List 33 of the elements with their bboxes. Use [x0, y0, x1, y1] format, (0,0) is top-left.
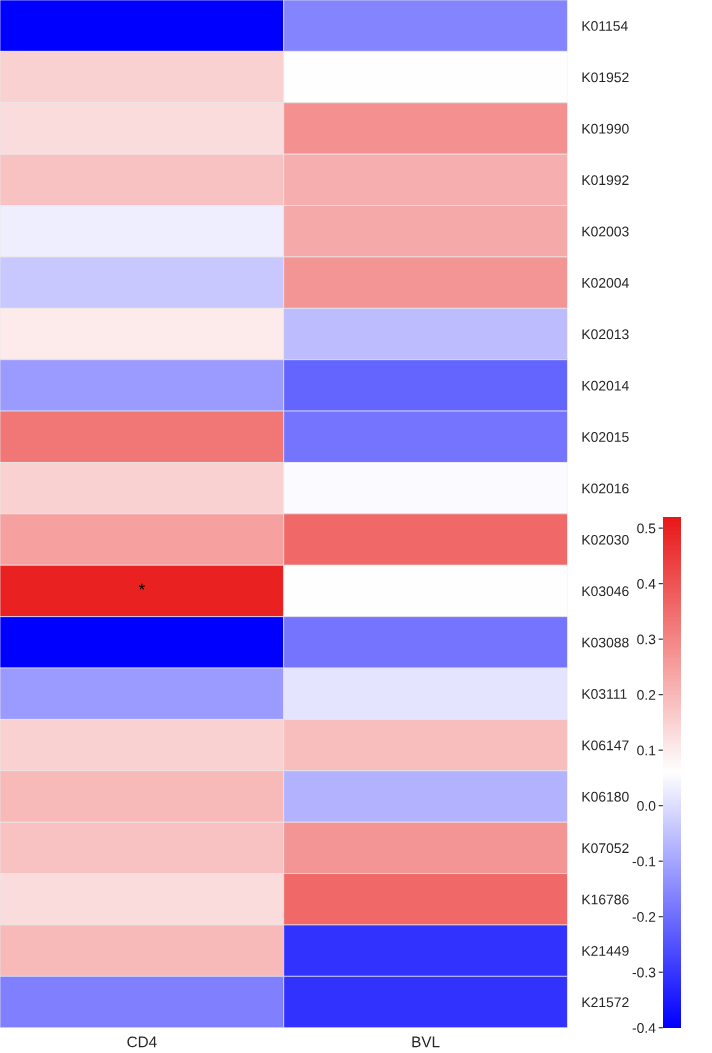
x-tick-label: CD4 — [127, 1036, 157, 1048]
y-tick-label: K07052 — [582, 843, 629, 854]
color-bar-label: 0.4 — [637, 578, 656, 589]
y-tick-label: K01990 — [582, 123, 629, 134]
y-tick-label: K01154 — [582, 21, 628, 31]
y-tick-label: K03088 — [582, 637, 629, 648]
y-tick-label: K21572 — [582, 997, 629, 1008]
y-tick-label: K06147 — [582, 740, 629, 751]
y-tick-label: K02015 — [582, 432, 629, 442]
y-tick-label: K16786 — [582, 894, 629, 905]
y-tick-label: K02014 — [582, 380, 629, 391]
y-tick-label: K02003 — [582, 226, 629, 237]
y-tick-label: K02013 — [582, 329, 629, 340]
y-tick-label: K02004 — [582, 277, 629, 288]
color-bar-label: 0.2 — [637, 689, 656, 700]
color-bar-label: 0.1 — [637, 745, 656, 756]
y-tick-label: K03111 — [582, 689, 627, 699]
color-bar-label: -0.2 — [632, 912, 656, 922]
y-tick-label: K02016 — [582, 483, 629, 494]
x-tick-label: BVL — [412, 1036, 440, 1048]
y-tick-label: K03046 — [582, 586, 629, 597]
color-bar-label: -0.1 — [632, 856, 656, 867]
color-bar-label: -0.3 — [632, 967, 656, 978]
y-tick-label: K01992 — [582, 175, 629, 186]
color-bar-label: 0.5 — [637, 523, 656, 534]
y-tick-label: K06180 — [582, 791, 629, 802]
color-bar-label: -0.4 — [632, 1023, 656, 1033]
color-bar-label: 0.0 — [637, 801, 656, 811]
color-bar-label: 0.3 — [637, 634, 656, 645]
y-tick-label: K01952 — [582, 72, 629, 83]
data-label: * — [138, 583, 145, 590]
y-tick-label: K21449 — [582, 945, 629, 956]
y-tick-label: K02030 — [582, 534, 629, 545]
